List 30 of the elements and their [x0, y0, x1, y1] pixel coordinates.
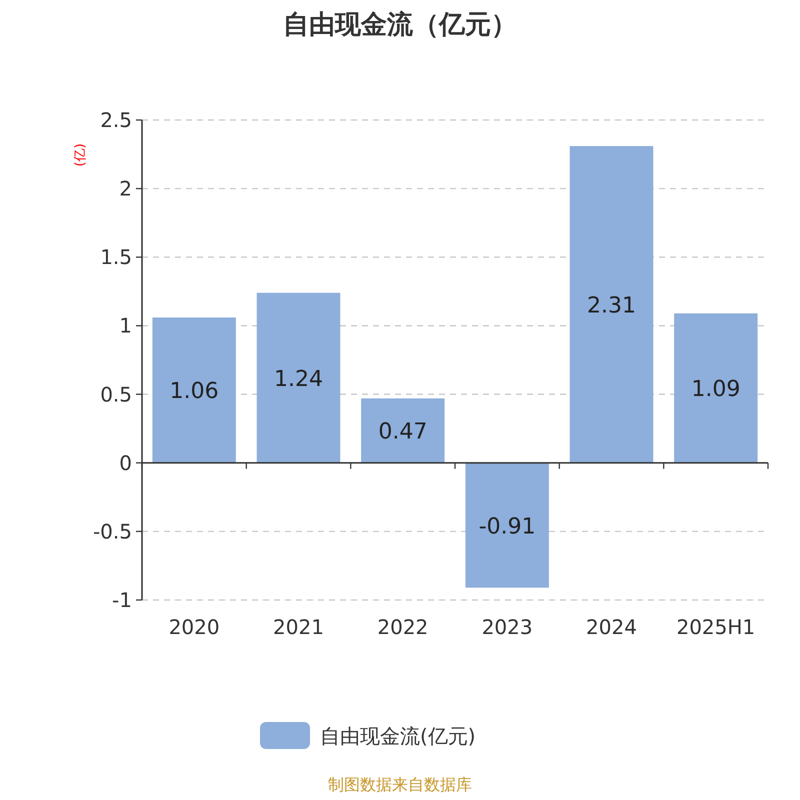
bar: [570, 146, 654, 463]
data-label: 1.09: [691, 377, 740, 402]
x-tick-label: 2021: [273, 615, 324, 639]
chart-title: 自由现金流（亿元）: [283, 10, 517, 40]
y-axis-title: (亿): [73, 143, 88, 167]
x-tick-label: 2020: [168, 615, 220, 639]
data-label: 2.31: [587, 293, 636, 318]
bar: [256, 292, 340, 463]
data-label: 1.24: [274, 366, 323, 392]
y-tick-label: 0: [119, 450, 132, 475]
legend-label: 自由现金流(亿元): [320, 724, 476, 748]
bar: [152, 317, 236, 463]
x-tick-label: 2024: [586, 615, 637, 639]
y-tick-label: 1: [119, 314, 132, 338]
text: 制图数据来自数据库: [328, 775, 472, 794]
data-label: 0.47: [378, 420, 428, 445]
bar: [674, 313, 758, 463]
y-tick-label: 1.5: [100, 245, 132, 270]
y-tick-label: 2.5: [100, 108, 132, 132]
x-tick-label: 2022: [377, 615, 428, 639]
bar: [465, 462, 549, 588]
bar: [361, 398, 445, 463]
y-tick-label: 0.5: [100, 382, 132, 406]
y-tick-label: 2: [119, 176, 132, 201]
y-tick-label: -0.5: [92, 519, 132, 544]
x-tick-label: 2023: [482, 615, 533, 639]
data-label: 1.06: [170, 379, 219, 404]
y-tick-label: -1: [112, 588, 132, 612]
x-tick-label: 2025H1: [676, 615, 756, 639]
data-label: -0.91: [478, 514, 536, 540]
